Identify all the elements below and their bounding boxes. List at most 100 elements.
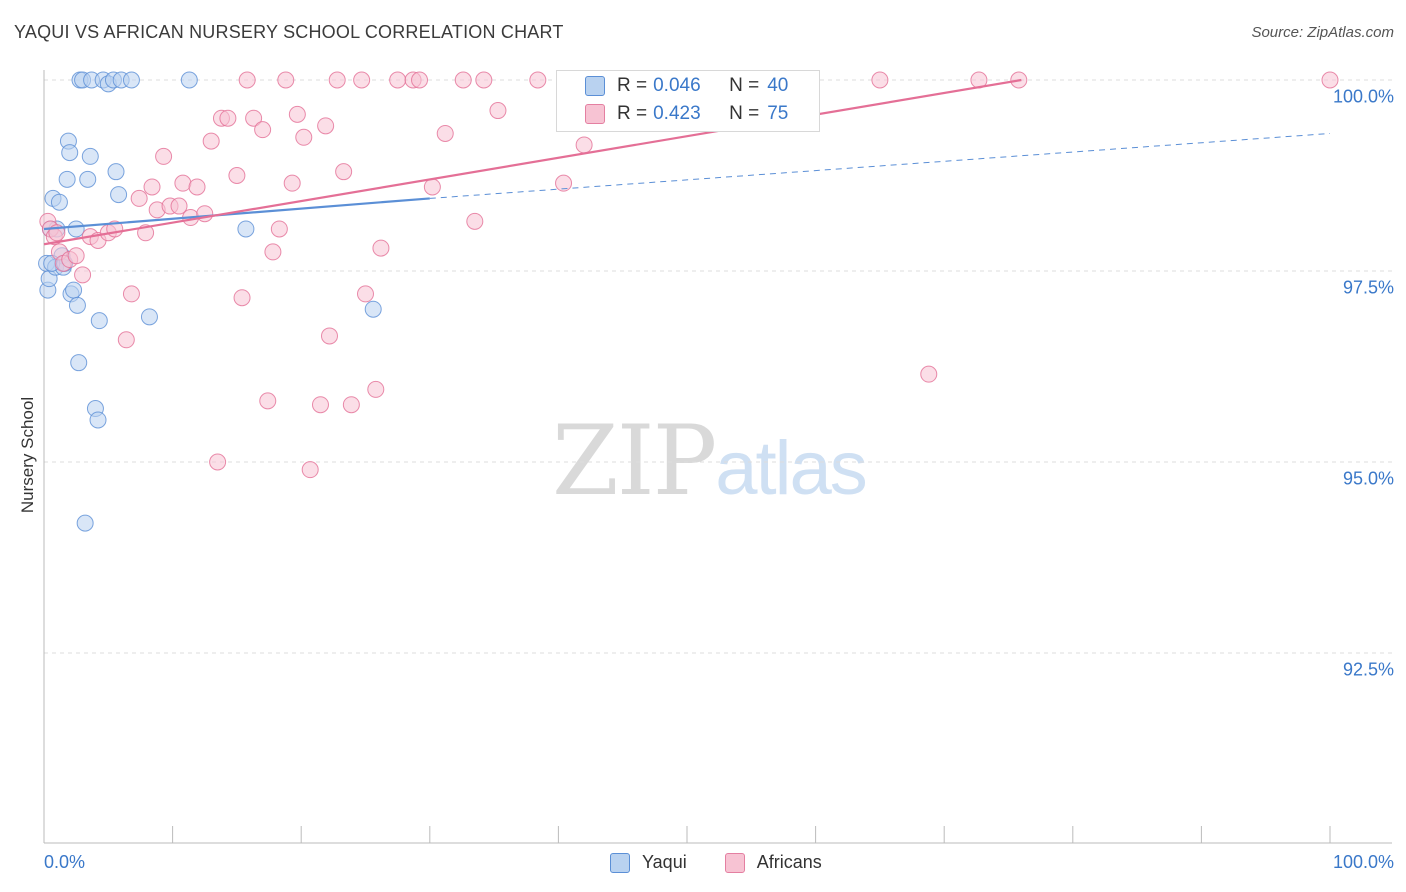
series-legend-yaqui[interactable]: Yaqui [610,852,687,873]
point-africans [130,189,148,207]
trendline-yaqui [43,197,430,231]
point-africans [270,220,288,238]
point-africans [357,285,374,303]
point-africans [301,461,319,479]
point-africans [342,396,360,414]
point-yaqui [107,163,125,181]
y-tick-label: 97.5% [1342,277,1394,298]
watermark-atlas: atlas [715,426,868,511]
point-africans [454,71,472,89]
point-africans [320,327,338,345]
point-yaqui [110,186,128,204]
trendline-africans [43,78,1022,246]
point-africans [174,174,192,192]
point-africans [328,71,346,89]
point-africans [871,71,889,89]
point-africans [529,71,547,89]
legend-row-yaqui: R = 0.046 N = 40 [557,73,788,99]
point-africans [423,178,441,196]
point-africans [245,109,263,127]
point-yaqui [237,220,255,238]
series-label-africans: Africans [756,852,822,872]
source-label: Source: ZipAtlas.com [1251,24,1394,41]
legend-r-label: R = [617,103,648,124]
point-yaqui [65,281,83,299]
legend-r-label: R = [617,75,648,96]
point-yaqui [58,170,76,188]
point-yaqui [90,312,108,330]
watermark: ZIPatlas [552,405,868,517]
point-africans [143,178,161,196]
y-tick-label: 92.5% [1342,659,1394,680]
legend-swatch-africans [585,104,605,124]
point-africans [209,453,227,471]
point-yaqui [81,147,99,165]
point-africans [920,365,938,383]
point-yaqui [61,144,79,162]
point-yaqui [50,193,68,211]
point-africans [228,167,246,184]
series-swatch-africans [724,852,745,873]
point-africans [389,71,407,89]
y-tick-label: 95.0% [1342,468,1394,489]
point-africans [411,71,429,89]
point-yaqui [76,514,94,532]
series-swatch-yaqui [610,852,630,873]
point-africans [188,178,206,196]
legend-n-label: N = [729,75,760,96]
point-africans [277,71,295,89]
point-africans [264,243,282,261]
point-africans [283,174,301,192]
legend-row-africans: R = 0.423 N = 75 [557,101,788,127]
point-africans [233,289,251,307]
point-yaqui [89,411,107,429]
x-tick-label-min: 0.0% [44,852,86,872]
point-africans [489,102,507,120]
point-africans [353,71,371,89]
stats-legend: R = 0.046 N = 40 R = 0.423 N = 75 [556,70,820,132]
point-yaqui [364,300,382,318]
watermark-zip: ZIP [552,405,717,517]
point-africans [317,117,335,135]
legend-r-value: 0.423 [653,103,701,124]
legend-n-value: 40 [767,75,789,96]
point-africans [155,147,173,165]
point-africans [335,163,353,181]
series-legend-africans[interactable]: Africans [724,852,822,873]
point-africans [219,109,237,127]
x-tick-label-max: 100.0% [1332,852,1394,872]
point-africans [575,136,593,154]
point-africans [202,132,220,150]
point-africans [1321,71,1339,89]
point-africans [475,71,493,89]
point-yaqui [67,220,85,238]
point-africans [170,197,188,215]
legend-n-value: 75 [767,103,789,124]
legend-r-value: 0.046 [653,75,701,96]
point-yaqui [180,71,198,89]
point-africans [259,392,277,410]
point-africans [288,105,306,123]
point-africans [122,285,140,303]
y-tick-label: 100.0% [1332,86,1394,107]
point-africans [367,380,385,398]
series-legend: Yaqui Africans [610,852,860,873]
point-africans [254,121,272,139]
point-yaqui [79,170,97,188]
point-africans [466,212,484,230]
point-africans [311,396,329,414]
point-africans [74,266,92,284]
point-africans [555,174,573,192]
legend-n-label: N = [729,103,760,124]
legend-swatch-yaqui [585,76,605,96]
point-yaqui [122,71,140,89]
point-yaqui [140,308,158,326]
point-yaqui [70,354,88,372]
point-africans [238,71,256,89]
series-label-yaqui: Yaqui [642,852,687,872]
point-africans [295,128,313,146]
point-africans [67,247,85,265]
point-africans [372,239,390,257]
chart-title: YAQUI VS AFRICAN NURSERY SCHOOL CORRELAT… [14,22,564,42]
